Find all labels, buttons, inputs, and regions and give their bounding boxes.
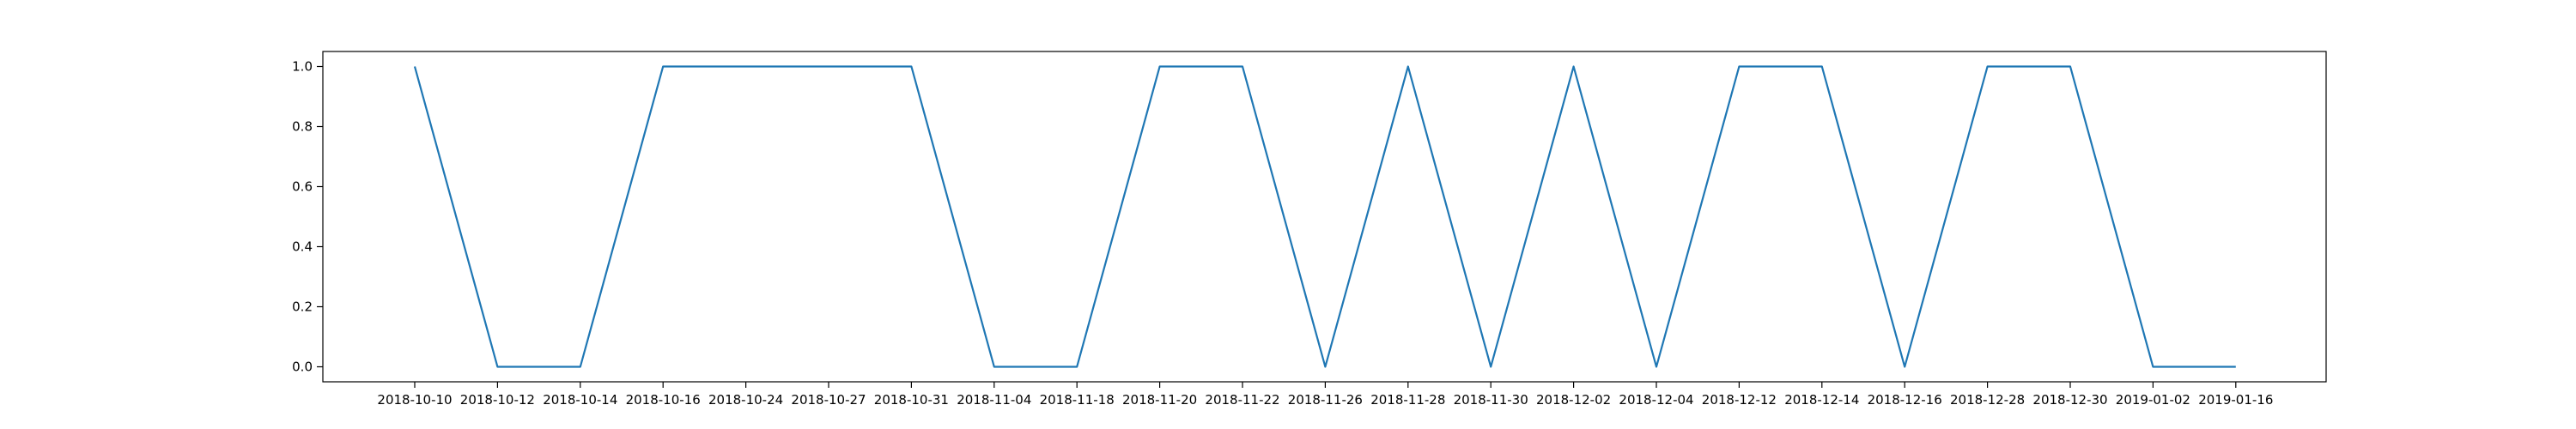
x-tick-label: 2018-10-12 [460, 392, 535, 408]
x-tick-label: 2018-11-18 [1040, 392, 1115, 408]
x-tick-label: 2018-11-28 [1370, 392, 1445, 408]
x-tick-label: 2018-12-14 [1784, 392, 1859, 408]
x-tick-label: 2018-12-16 [1868, 392, 1942, 408]
y-tick-label: 0.2 [292, 299, 313, 315]
x-tick-label: 2018-10-10 [377, 392, 452, 408]
x-tick-label: 2018-10-27 [791, 392, 866, 408]
x-tick-label: 2018-12-04 [1619, 392, 1693, 408]
y-axis: 0.0 0.2 0.4 0.6 0.8 1.0 [292, 59, 323, 375]
x-tick-label: 2018-12-12 [1702, 392, 1777, 408]
series-line-0 [413, 65, 2236, 368]
x-tick-label: 2019-01-16 [2198, 392, 2273, 408]
x-tick-label: 2018-11-04 [957, 392, 1031, 408]
y-tick-label: 1.0 [292, 59, 313, 75]
x-tick-label: 2018-11-20 [1122, 392, 1197, 408]
x-tick-label: 2018-11-22 [1205, 392, 1279, 408]
x-tick-label: 2018-11-30 [1454, 392, 1528, 408]
x-tick-label: 2019-01-02 [2116, 392, 2190, 408]
x-tick-label: 2018-12-02 [1536, 392, 1611, 408]
x-tick-label: 2018-12-28 [1950, 392, 2025, 408]
y-tick-label: 0.0 [292, 360, 313, 375]
series-layer [413, 65, 2236, 368]
x-tick-label: 2018-10-24 [708, 392, 783, 408]
plot-frame [322, 51, 2327, 383]
x-tick-label: 2018-12-30 [2032, 392, 2107, 408]
x-tick-label: 2018-10-16 [626, 392, 701, 408]
y-tick-label: 0.4 [292, 239, 313, 255]
x-tick-label: 2018-11-26 [1288, 392, 1363, 408]
y-tick-label: 0.8 [292, 119, 313, 135]
x-tick-label: 2018-10-31 [874, 392, 949, 408]
x-axis: 2018-10-10 2018-10-12 2018-10-14 2018-10-16… [377, 382, 2273, 408]
y-tick-label: 0.6 [292, 179, 313, 195]
x-tick-label: 2018-10-14 [543, 392, 617, 408]
